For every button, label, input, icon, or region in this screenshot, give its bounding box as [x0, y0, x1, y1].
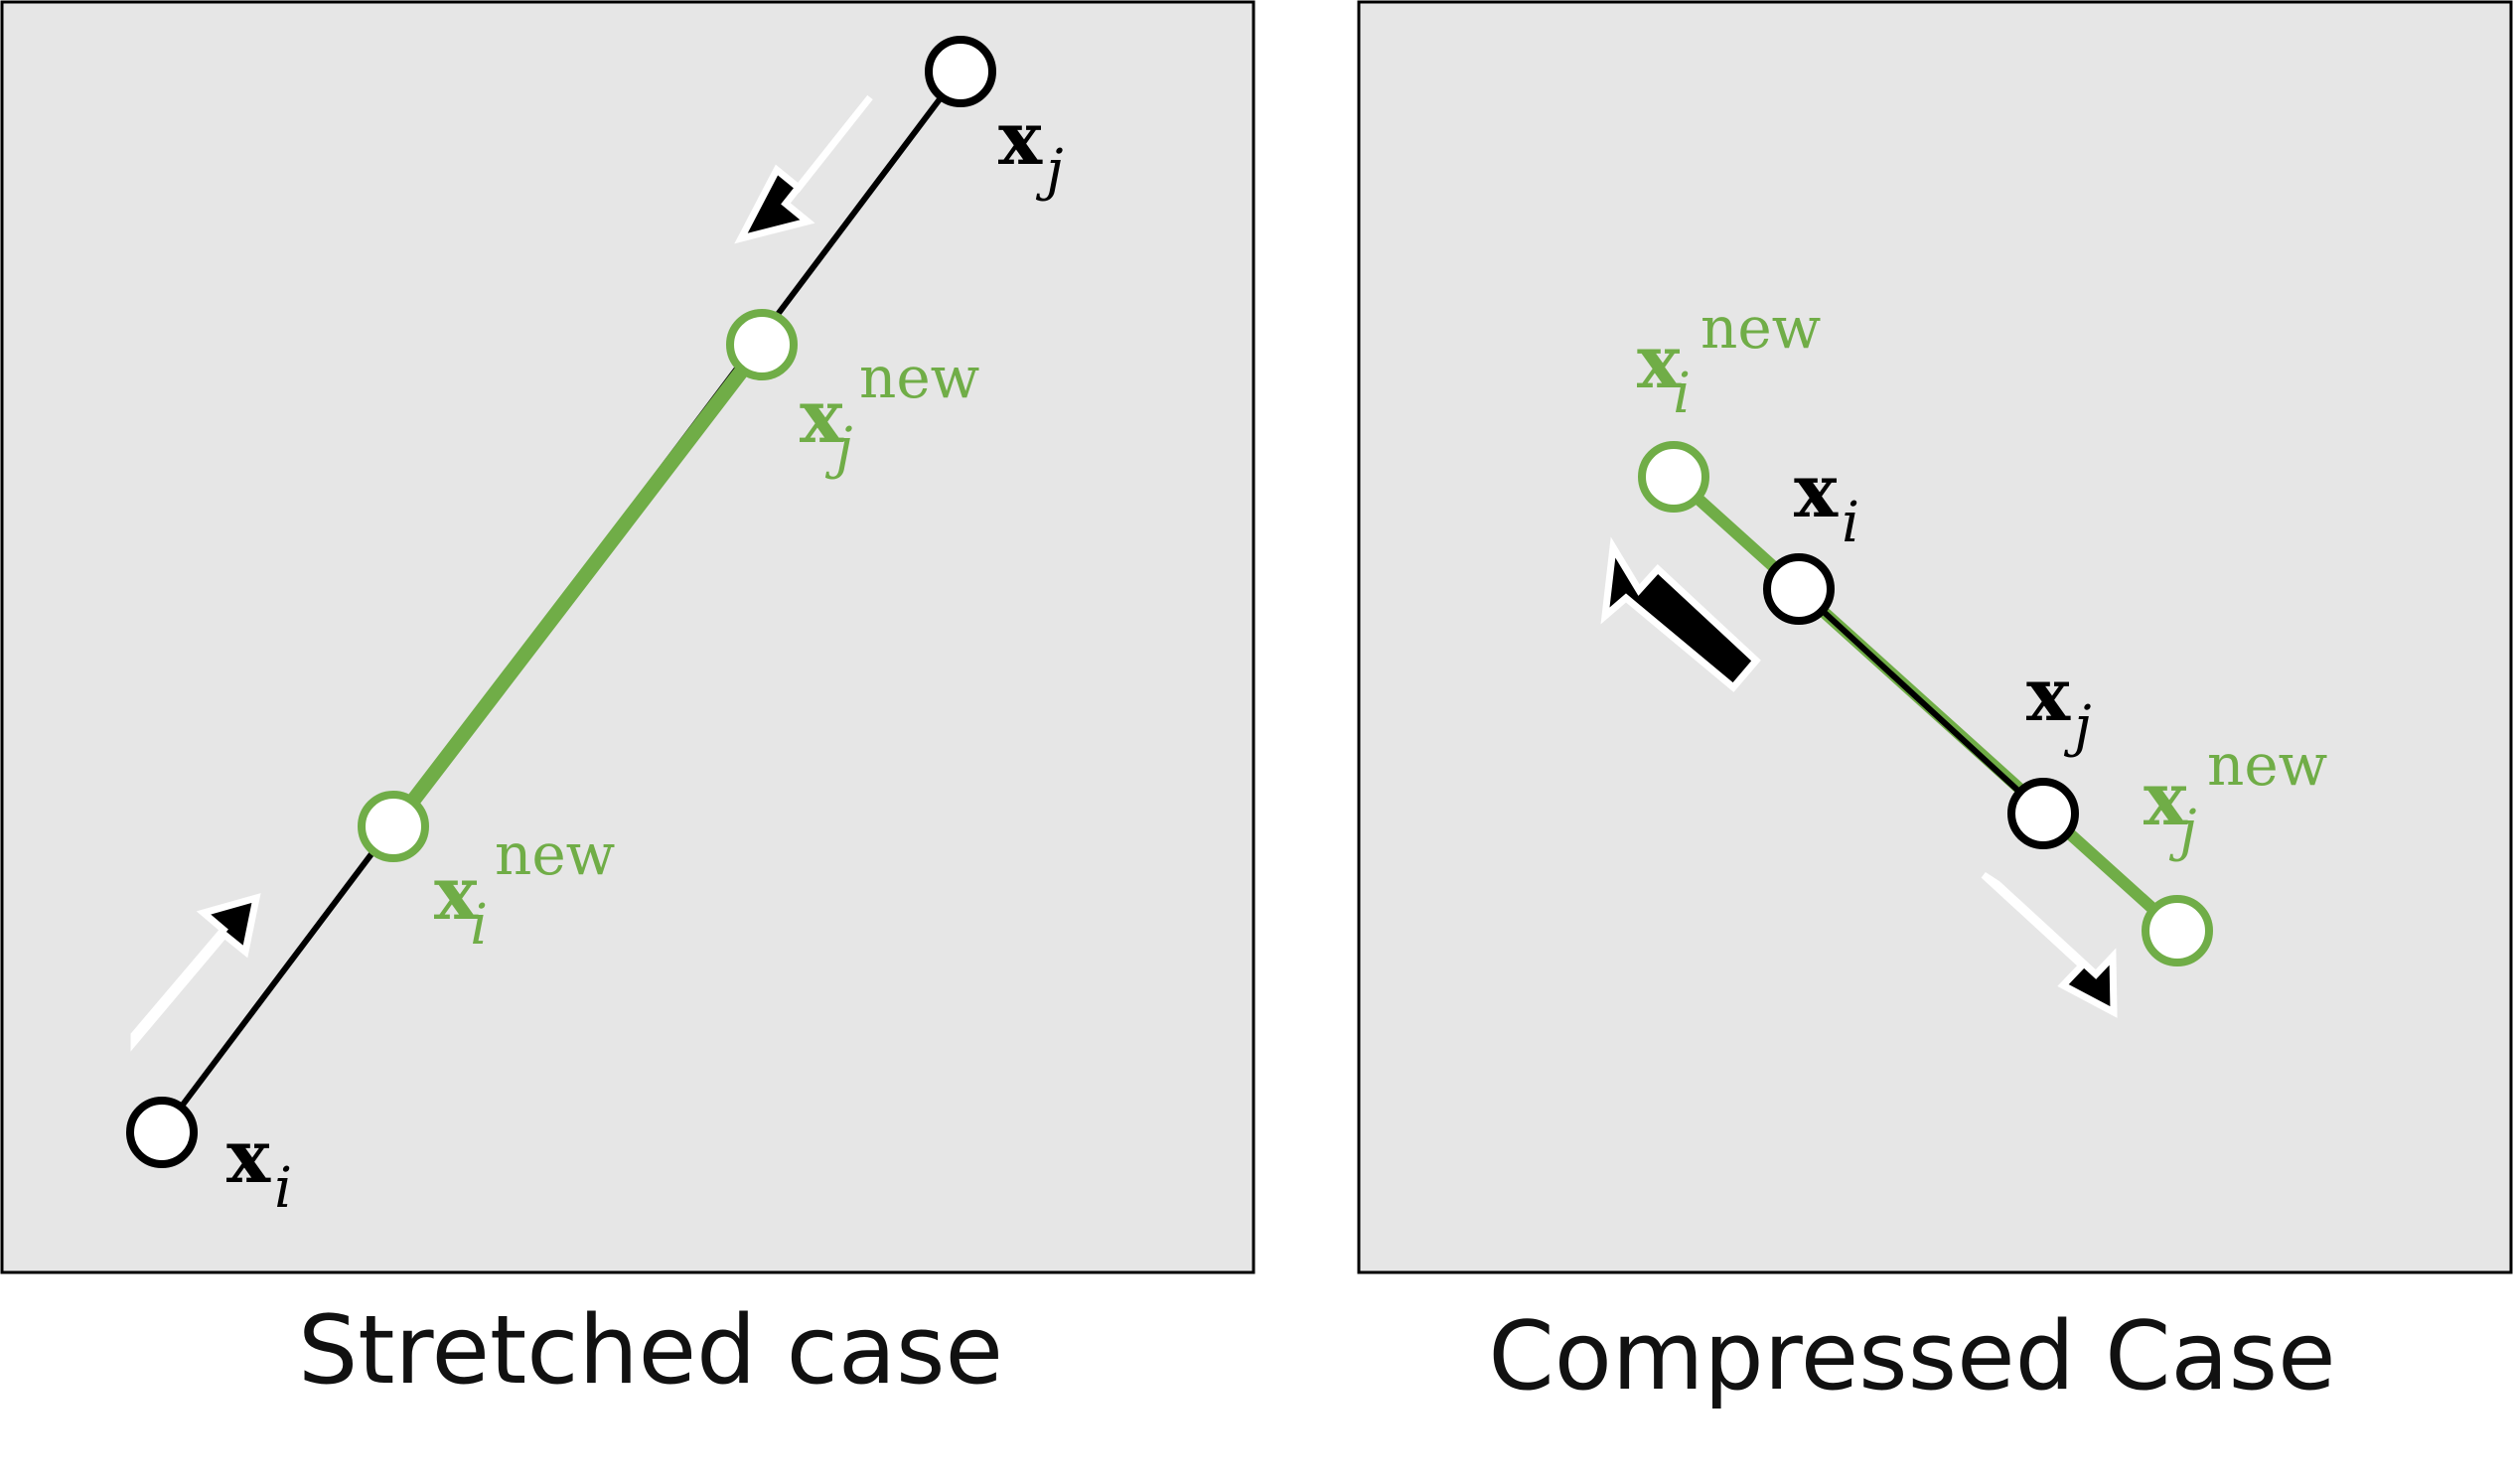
compressed-panel: xinew xi xj xjnew Compressed Case [1357, 0, 2513, 1411]
stretched-new-edge [387, 340, 768, 831]
node-xj [2007, 778, 2079, 849]
label-xi: xi [1794, 449, 1859, 555]
node-xj [925, 36, 996, 107]
node-xj-new [2142, 895, 2213, 966]
label-xi-new: xinew [434, 820, 615, 958]
arrow-xj-toward-xi-icon [734, 94, 873, 244]
label-xj: xj [2026, 653, 2092, 759]
label-xi-new: xinew [1637, 294, 1821, 426]
node-xj-new [726, 309, 798, 380]
compressed-original-edge [1796, 586, 2046, 816]
caption-compressed: Compressed Case [1488, 1302, 2335, 1411]
arrow-xi-outward-icon [1600, 536, 1761, 692]
node-xi-new [358, 791, 429, 862]
stretched-panel: xj xjnew xinew xi Stretched case [0, 0, 1256, 1406]
label-xj-new: xjnew [800, 344, 979, 481]
stretched-panel-background [0, 0, 1256, 1274]
label-xi: xi [226, 1114, 292, 1221]
caption-stretched: Stretched case [298, 1296, 1003, 1406]
arrow-xj-outward-icon [1981, 872, 2118, 1018]
compressed-panel-background [1357, 0, 2513, 1274]
node-xi [126, 1097, 198, 1168]
arrow-xi-toward-xj-icon [130, 893, 261, 1052]
node-xi [1763, 553, 1835, 625]
label-xj-new: xjnew [2144, 731, 2327, 863]
node-xi-new [1638, 441, 1709, 513]
